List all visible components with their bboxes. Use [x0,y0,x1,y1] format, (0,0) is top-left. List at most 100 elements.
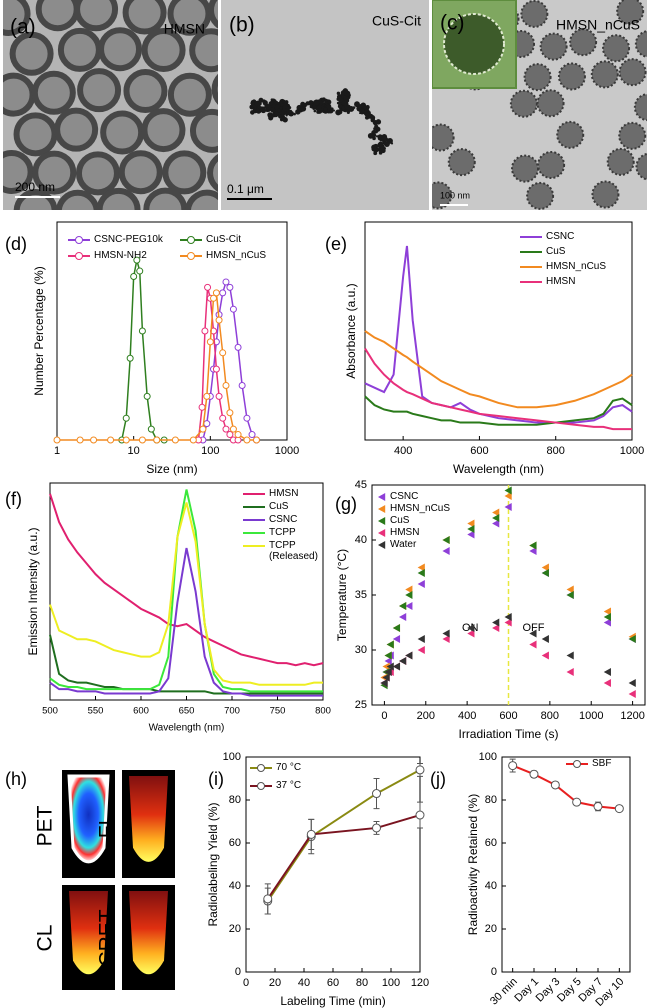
x-tick-label: 100 [382,977,400,989]
speck [373,151,378,156]
data-point [226,283,234,291]
tile-label: CRET [96,909,119,966]
particle [122,0,167,35]
tube [129,891,168,975]
data-point [566,668,574,676]
data-point [572,797,582,807]
particle [432,181,453,210]
data-point [566,651,574,660]
particle [537,150,566,179]
speck [268,109,271,112]
series-line [364,330,633,409]
data-point [384,668,392,676]
data-point [603,668,611,676]
data-point [541,651,549,660]
data-point [417,580,425,588]
y-axis-label: Radioactivity Retained (%) [466,794,480,935]
x-tick-label: 10 [128,445,140,457]
legend-label-box: HMSN_nCuS [546,261,607,272]
speck [341,106,346,110]
data-point [138,436,146,444]
legend-marker [378,493,386,501]
legend-label-box: HMSN_nCuS [390,503,450,514]
series-line [364,347,632,431]
x-tick-label: 1000 [620,445,644,457]
speck [274,111,279,117]
data-point [252,436,260,444]
particle [31,70,76,115]
legend-label: HMSN_nCuS [546,261,607,272]
particle [556,120,585,149]
particle [189,28,218,73]
data-point [263,894,273,904]
image-title: HMSN_nCuS [556,17,640,33]
panel-label: (j) [430,769,446,789]
x-tick-label: 750 [270,706,286,717]
x-tick-label: 20 [269,977,281,989]
legend-label: CuS-Cit [206,234,242,245]
x-tick-label: 800 [541,710,559,722]
speck [313,109,317,113]
data-point [386,662,394,671]
legend-label: CuS [546,246,566,257]
x-tick-label: 400 [458,710,476,722]
particle [98,27,143,72]
x-tick-label: 0 [381,710,387,722]
series-line [266,769,421,902]
x-tick-label: 800 [315,706,331,717]
legend-label: HMSN-NH2 [94,250,147,261]
legend-marker [75,236,83,244]
data-point [203,392,211,400]
data-point [90,436,98,444]
y-tick-label: 40 [229,880,241,892]
y-axis-label: Absorbance (a.u.) [344,283,358,378]
x-tick-label: 1 [54,445,60,457]
particle [3,72,36,117]
data-point [442,536,450,544]
chart: (d) 1 10 100 1000 Size (nm) Number Percentage … [5,221,299,476]
data-point [467,624,475,632]
particle [523,63,552,92]
x-tick-label: 80 [356,977,368,989]
particle [77,68,122,113]
speck [270,107,276,113]
particle [74,0,119,32]
panel-label: (h) [5,769,27,789]
scale-bar-label: 200 nm [15,180,55,194]
series-line [49,502,323,686]
x-tick-label: 400 [394,445,412,457]
legend-label: CSNC-PEG10k [94,234,163,245]
micrograph [3,0,218,210]
data-point [541,569,549,577]
data-point [171,436,179,444]
speck [335,109,342,116]
data-point [206,338,214,346]
data-point [380,679,388,687]
panel-label: (i) [208,769,224,789]
data-point [204,283,212,291]
series-line [49,489,323,693]
speck [336,91,341,96]
data-point [529,629,537,638]
particle [35,0,80,32]
legend-label-box: CuS [390,515,409,526]
legend-marker [378,517,386,525]
panel-label: (e) [325,234,347,254]
particle [520,0,549,28]
legend-label-box: CuS [269,501,288,512]
data-point [386,640,394,649]
data-point [392,624,401,632]
data-point [248,431,256,439]
data-point [399,602,407,610]
data-point [219,349,227,357]
data-point [492,508,500,517]
legend-label-box: CuS-Cit [206,234,242,245]
data-point [392,635,401,643]
particle [526,181,555,210]
particle [618,58,647,87]
speck [381,135,387,141]
y-axis-label: Radiolabeling Yield (%) [206,802,220,926]
data-point [243,414,251,422]
data-point [603,679,611,687]
